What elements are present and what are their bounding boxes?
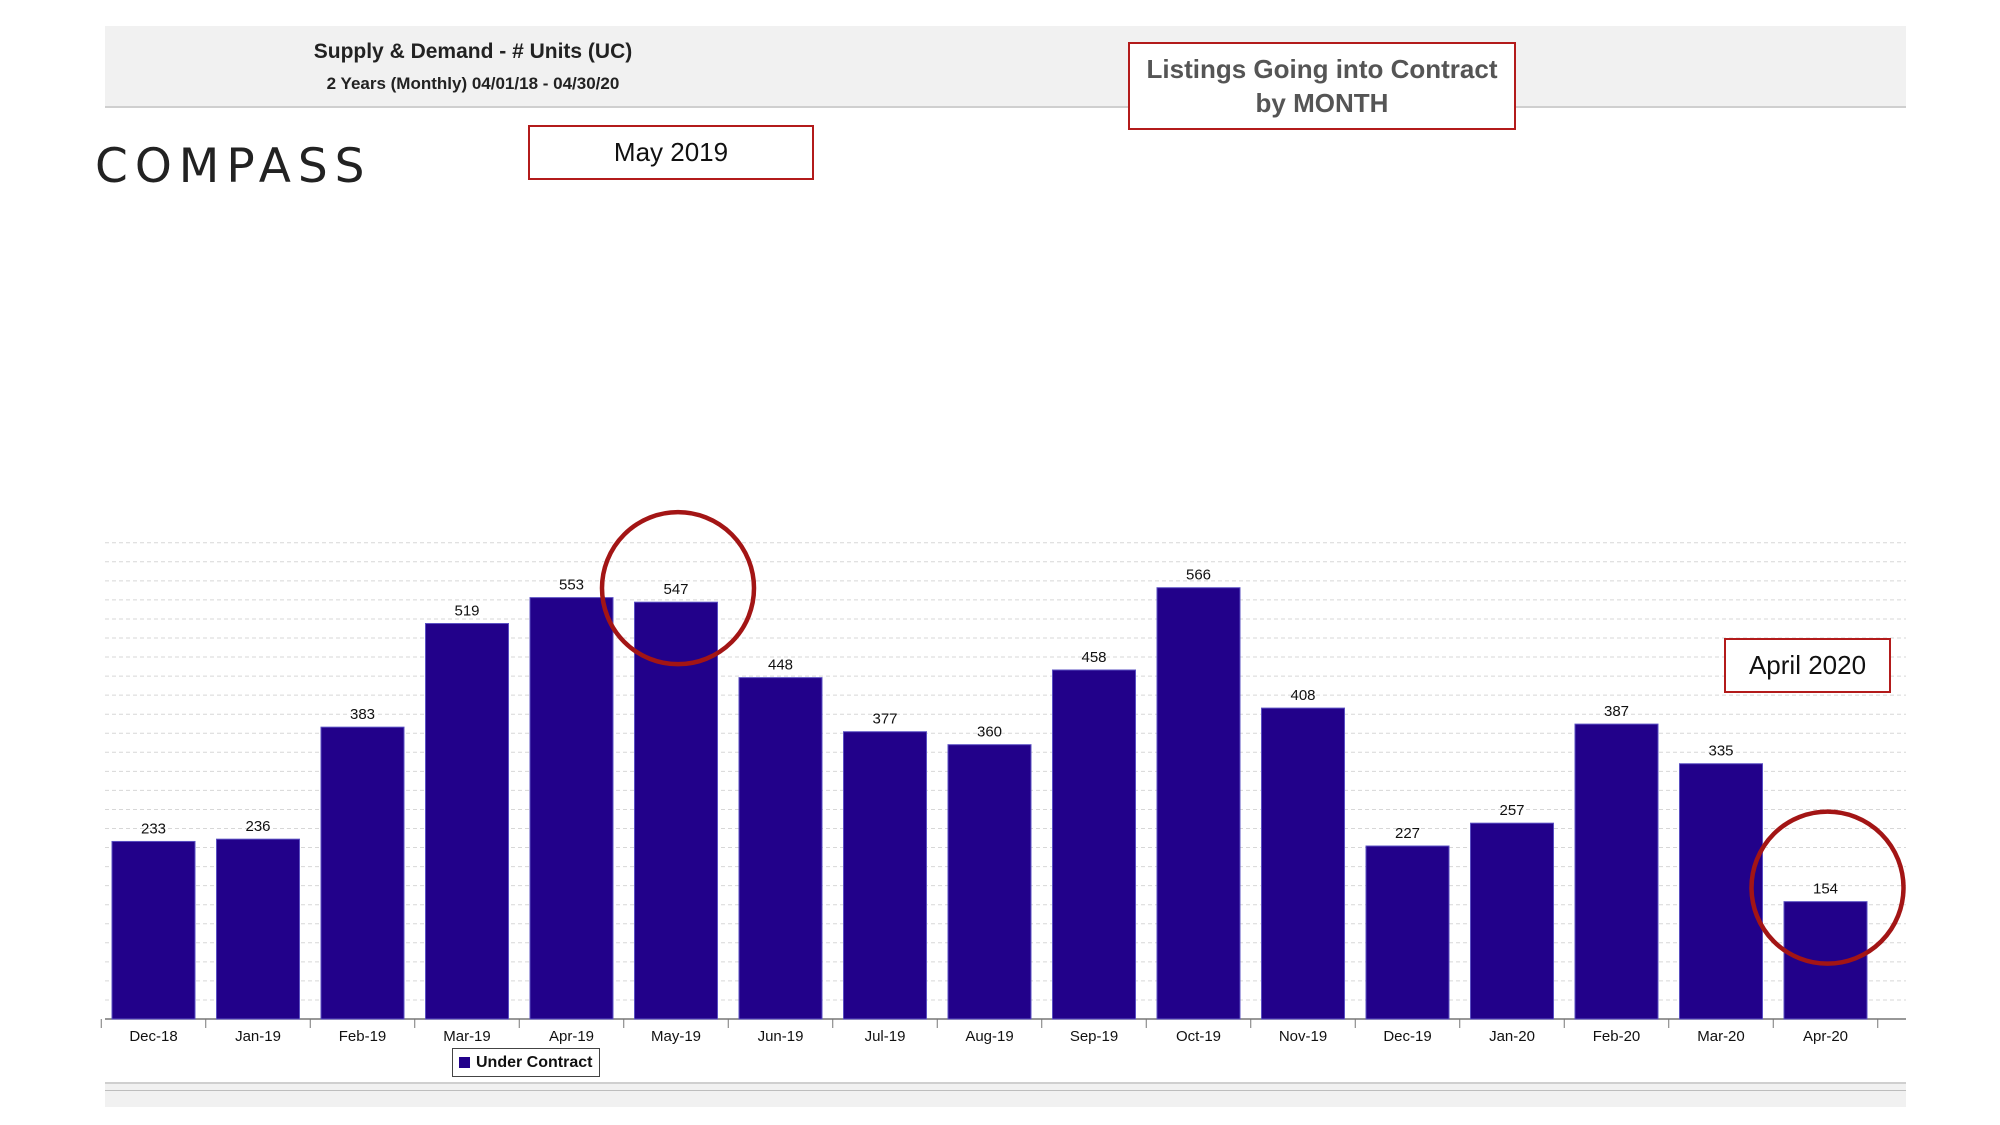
bar-jul-19 [843, 731, 927, 1020]
x-tick-label-jul-19: Jul-19 [865, 1028, 906, 1045]
data-label-may-19: 547 [663, 581, 688, 598]
x-tick-label-oct-19: Oct-19 [1176, 1028, 1221, 1045]
data-label-jan-20: 257 [1499, 802, 1524, 819]
x-tick-label-jan-20: Jan-20 [1489, 1028, 1535, 1045]
highlight-circle-apr-20 [1749, 809, 1906, 966]
legend-swatch [459, 1057, 470, 1068]
data-label-feb-20: 387 [1604, 703, 1629, 720]
data-label-oct-19: 566 [1186, 567, 1211, 584]
bar-mar-19 [425, 623, 509, 1020]
chart-subtitle: 2 Years (Monthly) 04/01/18 - 04/30/20 [326, 74, 620, 93]
data-label-apr-19: 553 [559, 577, 584, 594]
x-tick-label-mar-20: Mar-20 [1697, 1028, 1745, 1045]
x-tick-label-feb-19: Feb-19 [339, 1028, 387, 1045]
bar-dec-19 [1365, 845, 1450, 1020]
may-2019-callout: May 2019 [528, 125, 814, 180]
bar-feb-20 [1574, 723, 1659, 1020]
april-2020-callout: April 2020 [1724, 638, 1891, 693]
bar-jan-19 [216, 838, 300, 1020]
data-label-feb-19: 383 [350, 706, 375, 723]
highlight-circle-may-19 [599, 509, 757, 667]
bar-may-19 [634, 601, 718, 1020]
x-tick-label-jan-19: Jan-19 [235, 1028, 281, 1045]
x-tick-label-sep-19: Sep-19 [1070, 1028, 1118, 1045]
headline-callout: Listings Going into Contract by MONTH [1128, 42, 1516, 130]
compass-logo: COMPASS [95, 139, 372, 194]
chart-footer [105, 1082, 1906, 1107]
bar-mar-20 [1679, 763, 1763, 1020]
bar-apr-19 [529, 597, 614, 1020]
chart-title: Supply & Demand - # Units (UC) [313, 40, 633, 63]
x-tick-label-may-19: May-19 [651, 1028, 701, 1045]
x-tick-label-mar-19: Mar-19 [443, 1028, 491, 1045]
bar-feb-19 [320, 726, 405, 1020]
data-label-jan-19: 236 [245, 818, 270, 835]
footer-divider [105, 1090, 1906, 1091]
data-label-sep-19: 458 [1081, 649, 1106, 666]
data-label-apr-20: 154 [1813, 881, 1838, 898]
data-label-mar-20: 335 [1708, 743, 1733, 760]
headline-callout-text: Listings Going into Contract by MONTH [1146, 54, 1498, 118]
bar-jan-20 [1470, 822, 1554, 1020]
bar-dec-18 [111, 840, 196, 1020]
data-label-nov-19: 408 [1290, 687, 1315, 704]
legend-label: Under Contract [476, 1053, 593, 1071]
x-tick-label-apr-19: Apr-19 [549, 1028, 594, 1045]
data-label-dec-19: 227 [1395, 825, 1420, 842]
bar-jun-19 [738, 677, 823, 1020]
bar-nov-19 [1261, 707, 1345, 1020]
x-tick-label-aug-19: Aug-19 [965, 1028, 1013, 1045]
x-tick-label-feb-20: Feb-20 [1593, 1028, 1641, 1045]
data-label-jul-19: 377 [872, 711, 897, 728]
x-tick-label-jun-19: Jun-19 [758, 1028, 804, 1045]
legend: Under Contract [452, 1048, 601, 1077]
data-label-aug-19: 360 [977, 724, 1002, 741]
chart-header: Supply & Demand - # Units (UC) 2 Years (… [105, 26, 1906, 108]
data-label-dec-18: 233 [141, 820, 166, 837]
x-tick-label-dec-18: Dec-18 [129, 1028, 177, 1045]
data-label-mar-19: 519 [454, 603, 479, 620]
bar-oct-19 [1156, 587, 1241, 1020]
x-tick-label-apr-20: Apr-20 [1803, 1028, 1848, 1045]
bar-sep-19 [1052, 669, 1136, 1020]
x-tick-label-dec-19: Dec-19 [1383, 1028, 1431, 1045]
x-tick-label-nov-19: Nov-19 [1279, 1028, 1327, 1045]
bar-aug-19 [947, 744, 1032, 1020]
data-label-jun-19: 448 [768, 657, 793, 674]
